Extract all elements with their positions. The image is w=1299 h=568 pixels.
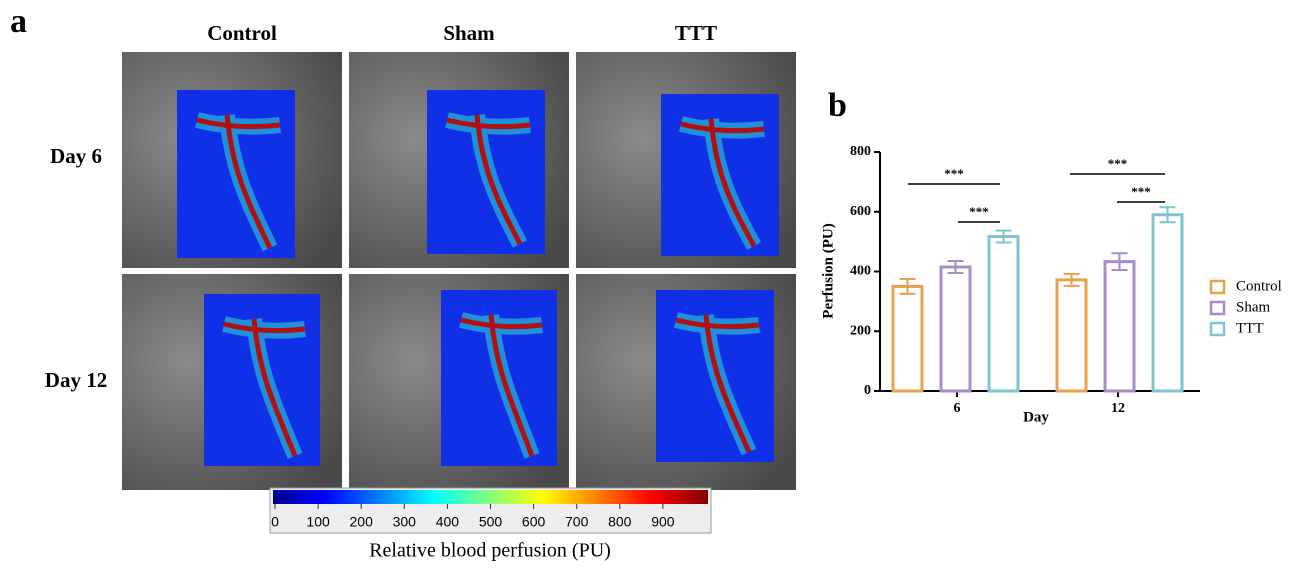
vessel (196, 114, 281, 250)
x-tick-label: 6 (954, 401, 961, 416)
row-label: Day 12 (45, 368, 107, 392)
significance-label: *** (1108, 156, 1128, 171)
bar (1103, 260, 1136, 393)
error-bar (995, 229, 1012, 244)
bar (1151, 213, 1184, 393)
error-bar (1111, 252, 1128, 272)
colorbar-tick-label: 100 (306, 514, 330, 530)
image-grid (122, 52, 796, 490)
bar (939, 265, 972, 393)
x-tick-label: 12 (1111, 401, 1125, 416)
bar (987, 235, 1020, 393)
error-bar (947, 260, 964, 274)
bar (1055, 278, 1088, 393)
colorbar-tick-label: 700 (565, 514, 589, 530)
row-label: Day 6 (50, 144, 102, 168)
y-tick-label: 600 (850, 204, 871, 219)
column-header: TTT (675, 21, 717, 45)
vessel (223, 318, 306, 457)
significance-label: *** (944, 166, 964, 181)
colorbar-tick-label: 400 (436, 514, 460, 530)
colorbar-tick-label: 500 (479, 514, 503, 530)
panel-label: b (828, 87, 847, 124)
colorbar-tick-label: 0 (271, 514, 279, 530)
error-bar (1063, 272, 1080, 287)
column-header: Sham (443, 21, 495, 45)
x-axis-label: Day (1023, 409, 1049, 425)
y-tick-label: 400 (850, 264, 871, 279)
bar (891, 284, 924, 393)
legend-swatch (1209, 279, 1226, 295)
significance-label: *** (1131, 184, 1151, 199)
y-axis-label: Perfusion (PU) (820, 223, 836, 318)
vessel (446, 114, 531, 246)
legend-label: Sham (1236, 299, 1271, 315)
column-header: Control (207, 21, 277, 45)
significance-label: *** (969, 204, 989, 219)
legend-label: Control (1236, 278, 1282, 294)
colorbar (273, 490, 708, 504)
vessel (460, 314, 543, 457)
colorbar-tick-label: 200 (350, 514, 374, 530)
legend-swatch (1209, 321, 1226, 337)
y-tick-label: 200 (850, 323, 871, 338)
colorbar-tick-label: 300 (393, 514, 417, 530)
colorbar-label: Relative blood perfusion (PU) (369, 540, 611, 562)
vessel (680, 118, 765, 248)
legend-label: TTT (1236, 320, 1264, 336)
colorbar-tick-label: 600 (522, 514, 546, 530)
colorbar-tick-label: 900 (651, 514, 675, 530)
colorbar-tick-label: 800 (608, 514, 632, 530)
vessel (675, 314, 760, 454)
y-tick-label: 0 (864, 383, 871, 398)
error-bar (1159, 206, 1176, 224)
panel-label: a (10, 3, 27, 40)
legend-swatch (1209, 300, 1226, 316)
y-tick-label: 800 (850, 144, 871, 159)
error-bar (899, 277, 916, 295)
